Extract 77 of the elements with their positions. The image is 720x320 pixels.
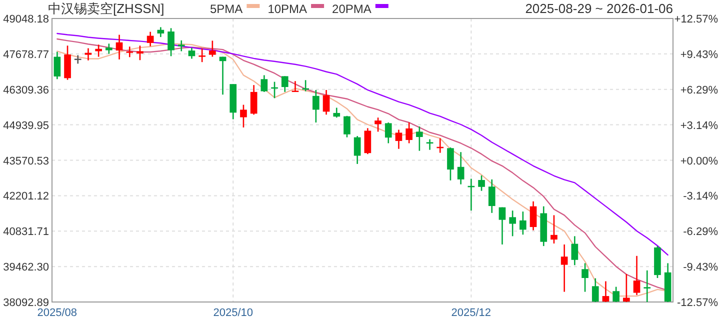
candlestick — [457, 151, 464, 185]
candlestick — [136, 44, 144, 61]
candlestick — [612, 286, 620, 303]
y-tick-label: 42201.12 — [3, 190, 49, 203]
y2-tick-label: -6.29% — [683, 226, 718, 238]
candlestick — [623, 273, 630, 303]
candlestick — [592, 278, 599, 303]
y-tick-label: 47678.77 — [3, 48, 49, 61]
candlestick — [84, 48, 92, 62]
candlestick — [447, 146, 454, 182]
candlestick — [344, 115, 350, 138]
y2-tick-label: -3.14% — [683, 190, 718, 203]
candlestick — [633, 255, 640, 296]
candlestick — [198, 48, 206, 63]
y2-tick-label: +0.00% — [680, 155, 718, 168]
candlestick — [250, 84, 258, 116]
candlestick — [560, 244, 568, 292]
candlestick — [126, 46, 134, 58]
candlestick — [188, 47, 196, 60]
candlestick — [178, 40, 185, 52]
candlestick — [530, 200, 537, 231]
candlestick — [520, 210, 526, 236]
candlestick — [384, 122, 392, 144]
y2-tick-label: +9.43% — [680, 48, 718, 61]
legend-label: 20PMA — [332, 2, 372, 16]
candlestick — [209, 40, 216, 58]
candlestick — [322, 89, 330, 116]
y-tick-label: 38092.89 — [3, 297, 49, 309]
y2-tick-label: -12.57% — [677, 297, 718, 309]
y-tick-label: 39462.30 — [3, 262, 49, 274]
y2-tick-label: +6.29% — [680, 84, 718, 96]
y-tick-label: 40831.71 — [3, 226, 49, 238]
candlestick — [354, 135, 361, 165]
candlestick — [240, 104, 247, 128]
candlestick — [571, 236, 578, 266]
y-tick-label: 44939.95 — [3, 120, 49, 132]
x-tick-label: 2025/12 — [451, 307, 492, 319]
x-tick-label: 2025/10 — [213, 307, 254, 319]
candlestick — [478, 174, 485, 192]
y-tick-label: 46309.36 — [3, 84, 49, 96]
y-tick-label: 49048.18 — [3, 14, 49, 26]
candlestick — [106, 42, 112, 54]
candlestick — [64, 44, 71, 80]
candlestick — [146, 31, 154, 47]
candlestick — [416, 126, 423, 152]
candlestick — [602, 280, 610, 303]
candlestick — [406, 122, 412, 144]
candlestick — [281, 76, 288, 93]
candlestick — [157, 26, 164, 38]
y2-tick-label: +12.57% — [674, 14, 718, 26]
candlestick — [498, 206, 506, 246]
candlestick — [312, 89, 320, 124]
y2-tick-label: -9.43% — [683, 262, 718, 274]
candlestick — [395, 129, 402, 150]
line-series — [56, 32, 668, 256]
y-tick-label: 43570.53 — [3, 155, 49, 168]
chart-subtitle: 2025-08-29 ~ 2026-01-06 — [525, 1, 673, 16]
candlestick — [333, 107, 340, 118]
legend-label: 10PMA — [268, 2, 308, 16]
candlestick — [116, 34, 123, 60]
candlestick — [364, 128, 372, 155]
candlestick — [74, 54, 82, 64]
candlestick — [260, 74, 268, 93]
candlestick — [644, 270, 651, 303]
candlestick — [488, 178, 496, 214]
candlestick — [168, 28, 174, 57]
candlestick — [426, 138, 434, 150]
legend-label: 5PMA — [210, 2, 243, 16]
x-tick-label: 2025/08 — [37, 307, 78, 319]
candlestick — [54, 51, 61, 80]
chart-title: 中汉锡卖空[ZHSSN] — [48, 1, 164, 16]
candlestick — [374, 116, 382, 132]
candlestick — [582, 262, 588, 292]
y2-tick-label: +3.14% — [680, 120, 718, 132]
candlestick — [550, 214, 558, 244]
candlestick — [509, 210, 516, 237]
candlestick — [292, 80, 299, 93]
